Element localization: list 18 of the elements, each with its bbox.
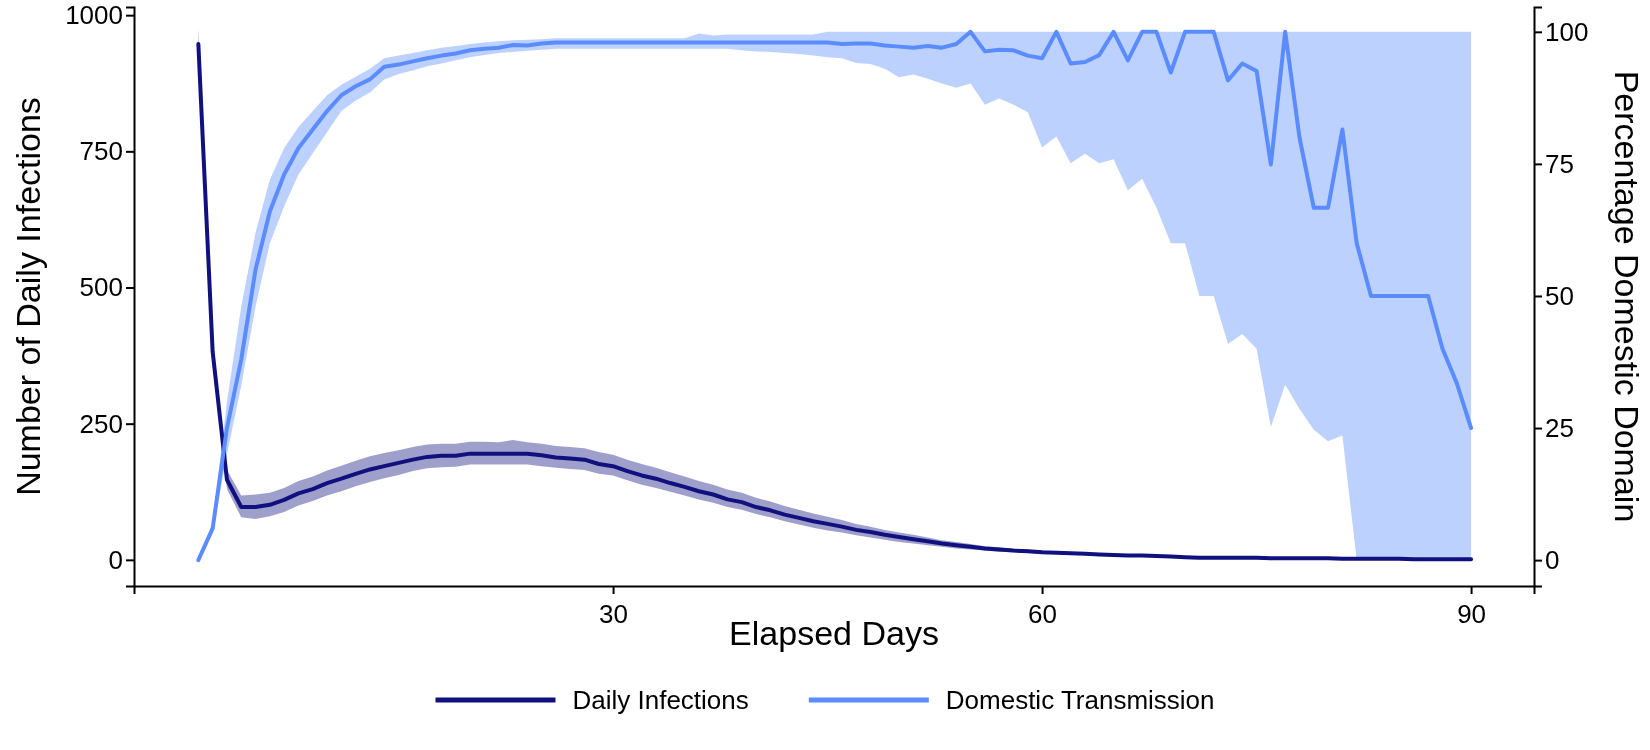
y-axis-title: Number of Daily Infections bbox=[9, 97, 47, 496]
y-tick-label: 0 bbox=[108, 544, 123, 575]
y2-tick-label: 25 bbox=[1545, 412, 1574, 443]
x-tick-label: 60 bbox=[1028, 599, 1058, 629]
x-tick-label: 90 bbox=[1457, 599, 1487, 629]
y-tick-label: 750 bbox=[79, 136, 123, 167]
y-tick-label: 250 bbox=[79, 408, 123, 439]
y2-tick-label: 0 bbox=[1545, 544, 1560, 575]
y2-tick-label: 100 bbox=[1545, 16, 1589, 47]
legend-label: Daily Infections bbox=[572, 685, 749, 715]
x-tick-label: 30 bbox=[599, 599, 629, 629]
y2-axis-title: Percentage Domestic Domain bbox=[1608, 70, 1646, 523]
y-tick-label: 1000 bbox=[65, 0, 123, 30]
x-axis-title: Elapsed Days bbox=[729, 614, 939, 652]
y2-tick-label: 50 bbox=[1545, 280, 1574, 311]
y-tick-label: 500 bbox=[79, 272, 123, 303]
legend-label: Domestic Transmission bbox=[945, 685, 1215, 715]
y2-tick-label: 75 bbox=[1545, 148, 1574, 179]
